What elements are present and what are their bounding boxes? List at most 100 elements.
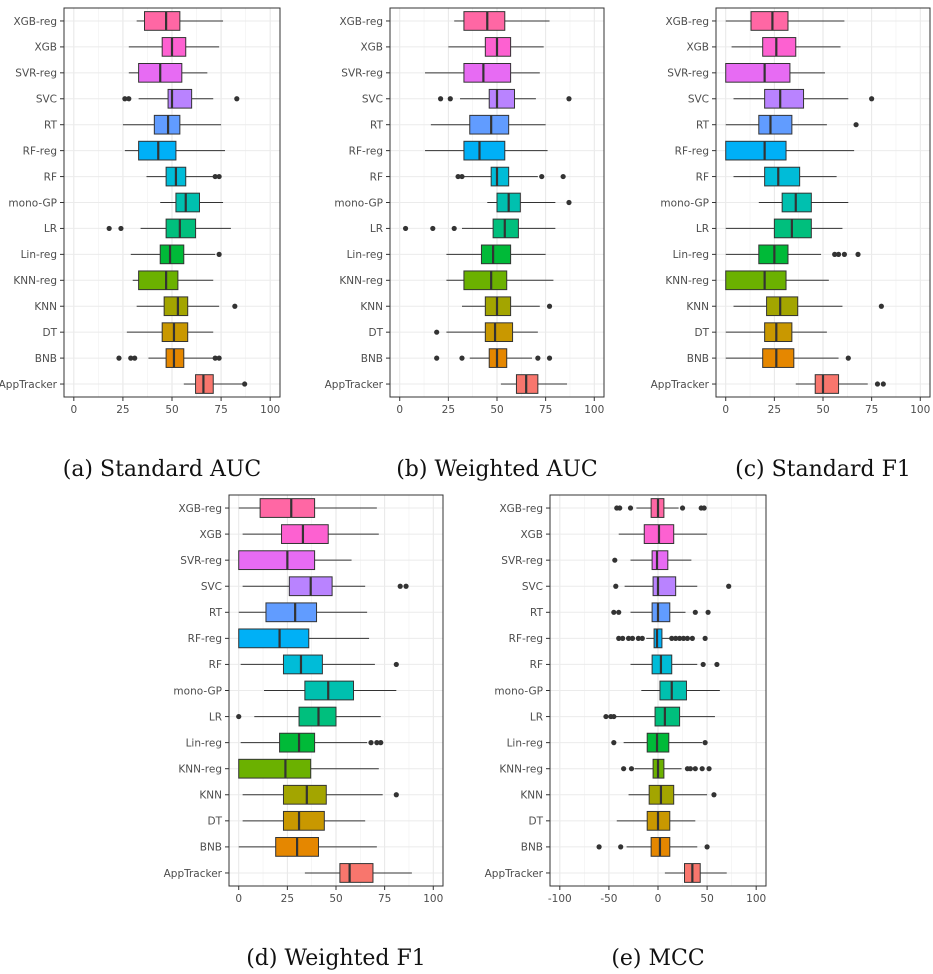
box-XGB-reg: [725, 11, 845, 31]
outlier-point: [874, 381, 881, 387]
iqr-box: [265, 602, 318, 623]
box-SVC: [437, 88, 572, 109]
iqr-box: [463, 62, 512, 83]
box-LR: [402, 218, 556, 239]
x-tick-label: -50: [600, 893, 617, 905]
outlier-point: [613, 583, 619, 589]
box-RF: [630, 654, 720, 675]
box-RF: [733, 166, 837, 187]
panel-caption: (a) Standard AUC: [63, 457, 262, 482]
category-label: SVC: [362, 94, 383, 106]
outlier-point: [374, 740, 380, 746]
box-AppTracker: [500, 374, 568, 394]
outlier-point: [132, 355, 138, 361]
category-label: RF: [370, 171, 383, 183]
outlier-point: [459, 173, 465, 180]
box-RF-reg: [616, 628, 708, 649]
x-tick-label: 25: [281, 893, 294, 905]
outlier-point: [455, 173, 461, 180]
box-KNN: [136, 296, 238, 317]
category-label: RT: [530, 607, 544, 619]
category-label: KNN: [360, 301, 383, 313]
box-KNN-reg: [238, 758, 379, 779]
iqr-box: [725, 62, 791, 83]
category-label: BNB: [687, 353, 709, 365]
outlier-point: [393, 661, 399, 668]
outlier-point: [621, 766, 627, 772]
outlier-point: [596, 844, 602, 850]
box-DT: [126, 322, 214, 343]
outlier-point: [701, 505, 707, 511]
category-label: RT: [696, 120, 710, 132]
iqr-box: [138, 270, 179, 291]
category-label: SVR-reg: [180, 555, 222, 567]
category-label: RF: [530, 659, 543, 671]
outlier-point: [620, 635, 626, 641]
category-label: Lin-reg: [186, 737, 222, 749]
outlier-point: [212, 173, 218, 180]
outlier-point: [677, 635, 683, 641]
x-tick-label: 100: [746, 893, 766, 905]
category-label: XGB: [686, 42, 709, 54]
iqr-box: [161, 37, 187, 57]
iqr-box: [488, 88, 516, 109]
outlier-point: [869, 96, 875, 102]
outlier-point: [611, 713, 617, 720]
iqr-box: [814, 374, 840, 394]
outlier-point: [618, 844, 624, 850]
category-label: SVC: [201, 581, 222, 593]
category-label: SVC: [522, 581, 543, 593]
x-tick-label: -100: [548, 893, 572, 905]
x-tick-label: 100: [260, 404, 280, 416]
x-tick-label: 25: [442, 404, 455, 416]
outlier-point: [612, 557, 618, 563]
box-XGB: [242, 524, 379, 544]
x-tick-label: 75: [539, 404, 552, 416]
box-mono-GP: [264, 680, 397, 701]
outlier-point: [628, 766, 635, 772]
box-LR: [603, 706, 715, 727]
outlier-point: [459, 355, 465, 361]
category-label: AppTracker: [0, 379, 58, 391]
category-label: mono-GP: [8, 197, 57, 209]
panel-caption: (d) Weighted F1: [246, 946, 426, 971]
box-SVR-reg: [425, 62, 540, 83]
category-label: KNN-reg: [339, 275, 383, 287]
x-tick-label: 25: [768, 404, 781, 416]
outlier-point: [673, 635, 679, 641]
outlier-point: [430, 225, 436, 232]
panel-border: [63, 7, 281, 398]
box-BNB: [434, 348, 553, 368]
outlier-point: [699, 766, 705, 772]
iqr-box: [758, 114, 793, 135]
box-RT: [238, 602, 368, 623]
box-DT: [242, 810, 366, 831]
outlier-point: [855, 251, 861, 257]
box-SVR-reg: [612, 550, 692, 571]
outlier-point: [705, 609, 711, 615]
category-label: Lin-reg: [673, 249, 709, 261]
iqr-box: [766, 296, 799, 317]
box-LR: [725, 218, 843, 239]
iqr-box: [167, 88, 193, 109]
outlier-point: [835, 251, 842, 257]
outlier-point: [625, 635, 632, 641]
iqr-box: [238, 758, 312, 779]
box-AppTracker: [304, 863, 412, 883]
category-label: XGB: [360, 42, 383, 54]
outlier-point: [535, 355, 541, 361]
outlier-point: [368, 740, 374, 746]
iqr-box: [463, 270, 508, 291]
box-KNN: [733, 296, 884, 317]
outlier-point: [437, 96, 444, 102]
category-label: AppTracker: [485, 868, 544, 880]
box-BNB: [725, 348, 851, 368]
category-label: AppTracker: [325, 379, 384, 391]
category-label: BNB: [521, 842, 543, 854]
x-tick-label: 0: [235, 893, 242, 905]
iqr-box: [652, 576, 677, 597]
category-label: XGB-reg: [13, 16, 57, 28]
category-label: KNN-reg: [499, 764, 543, 776]
outlier-point: [680, 635, 687, 641]
outlier-point: [702, 740, 708, 746]
